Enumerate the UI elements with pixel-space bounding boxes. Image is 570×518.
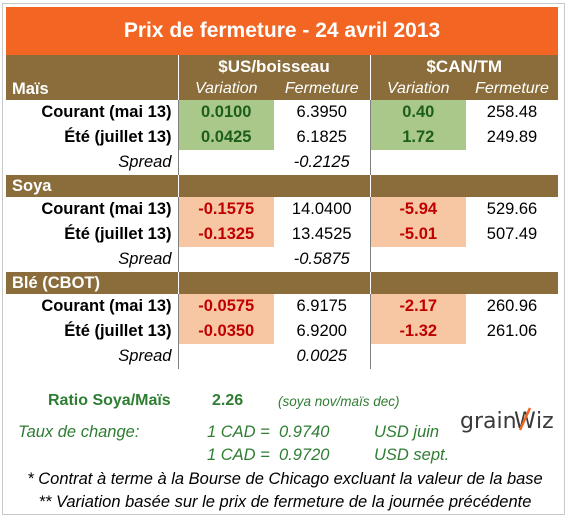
cad-unit-header: $CAN/TM (369, 55, 558, 78)
contract-label: Été (juillet 13) (64, 225, 172, 243)
usd-unit-header: $US/boisseau (177, 55, 370, 78)
spread-value: -0.2125 (293, 153, 350, 171)
grainwiz-logo: grain W iz (460, 407, 554, 434)
spread-label: Spread (118, 250, 172, 268)
empty-cell (274, 272, 370, 294)
table-row: Été (juillet 13) -0.0350 6.9200 -1.32 26… (6, 319, 558, 344)
exchange-unit-sept: USD sept. (374, 446, 450, 464)
table-row: Été (juillet 13) -0.1325 13.4525 -5.01 5… (6, 222, 558, 247)
section-header-row: Maïs Variation Fermeture Variation Ferme… (6, 78, 558, 100)
empty-cell (177, 247, 274, 272)
usd-close-cell: 6.9200 (296, 322, 347, 340)
empty-cell (466, 344, 558, 369)
cad-variation-header: Variation (369, 78, 466, 100)
cad-variation-cell: -5.94 (369, 197, 466, 222)
empty-cell (177, 150, 274, 175)
spread-label: Spread (118, 153, 172, 171)
logo-text-left: grain (460, 409, 517, 434)
contract-label: Courant (mai 13) (41, 297, 172, 315)
prices-table: $US/boisseau $CAN/TM Maïs Variation Ferm… (6, 55, 558, 369)
contract-label: Courant (mai 13) (41, 103, 172, 121)
spread-value: 0.0025 (296, 347, 347, 365)
empty-cell (369, 344, 466, 369)
cad-close-cell: 260.96 (486, 297, 538, 315)
usd-close-cell: 6.1825 (296, 128, 347, 146)
usd-close-cell: 14.0400 (291, 200, 352, 218)
empty-cell (177, 175, 274, 197)
cad-close-cell: 261.06 (486, 322, 538, 340)
page-title: Prix de fermeture - 24 avril 2013 (6, 7, 558, 55)
contract-label: Été (juillet 13) (64, 322, 172, 340)
spread-value: -0.5875 (293, 250, 350, 268)
logo-accent-stroke (518, 407, 532, 431)
empty-cell (369, 247, 466, 272)
empty-cell (177, 344, 274, 369)
table-row: Courant (mai 13) -0.0575 6.9175 -2.17 26… (6, 294, 558, 319)
footnote-contract: * Contrat à terme à la Bourse de Chicago… (27, 470, 543, 488)
section-header-row: Soya (6, 175, 558, 197)
cad-variation-cell: -2.17 (369, 294, 466, 319)
logo-text-right: iz (536, 409, 554, 434)
usd-variation-cell: -0.0575 (177, 294, 274, 319)
cad-close-cell: 258.48 (486, 103, 538, 121)
empty-cell (466, 247, 558, 272)
section-name: Maïs (6, 78, 178, 100)
exchange-rate-sept: 1 CAD = 0.9720 (207, 446, 330, 464)
section-header-row: Blé (CBOT) (6, 272, 558, 294)
cad-variation-cell: 0.40 (369, 100, 466, 125)
empty-cell (274, 175, 370, 197)
usd-close-cell: 13.4525 (291, 225, 352, 243)
exchange-rate-june: 1 CAD = 0.9740 (207, 423, 330, 441)
ratio-value: 2.26 (212, 392, 244, 409)
usd-variation-cell: -0.0350 (177, 319, 274, 344)
spread-label: Spread (118, 347, 172, 365)
panel-frame (2, 3, 565, 515)
cad-close-cell: 529.66 (486, 200, 538, 218)
usd-variation-cell: -0.1325 (177, 222, 274, 247)
spread-row: Spread 0.0025 (6, 344, 558, 369)
logo-w-mark: W (514, 407, 536, 434)
empty-cell (466, 272, 558, 294)
empty-cell (466, 150, 558, 175)
table-row: Courant (mai 13) -0.1575 14.0400 -5.94 5… (6, 197, 558, 222)
contract-label: Courant (mai 13) (41, 200, 172, 218)
exchange-unit-june: USD juin (374, 423, 440, 441)
cad-close-cell: 249.89 (486, 128, 538, 146)
section-name: Soya (6, 175, 178, 197)
units-header-row: $US/boisseau $CAN/TM (6, 55, 558, 78)
table-row: Courant (mai 13) 0.0100 6.3950 0.40 258.… (6, 100, 558, 125)
empty-cell (466, 175, 558, 197)
empty-cell (369, 175, 466, 197)
empty-cell (177, 272, 274, 294)
table-row: Été (juillet 13) 0.0425 6.1825 1.72 249.… (6, 125, 558, 150)
cad-variation-cell: 1.72 (369, 125, 466, 150)
empty-cell (369, 150, 466, 175)
exchange-label: Taux de change: (18, 423, 140, 441)
usd-variation-cell: 0.0425 (177, 125, 274, 150)
cad-fermeture-header: Fermeture (466, 78, 558, 100)
section-name: Blé (CBOT) (6, 272, 178, 294)
ratio-label: Ratio Soya/Maïs (48, 392, 171, 409)
usd-close-cell: 6.3950 (296, 103, 347, 121)
usd-variation-cell: -0.1575 (177, 197, 274, 222)
contract-label: Été (juillet 13) (64, 128, 172, 146)
spread-row: Spread -0.5875 (6, 247, 558, 272)
usd-fermeture-header: Fermeture (274, 78, 370, 100)
cad-variation-cell: -5.01 (369, 222, 466, 247)
footnote-variation: ** Variation basée sur le prix de fermet… (38, 493, 532, 511)
spread-row: Spread -0.2125 (6, 150, 558, 175)
empty-cell (369, 272, 466, 294)
usd-variation-header: Variation (177, 78, 274, 100)
usd-variation-cell: 0.0100 (177, 100, 274, 125)
corner-cell (6, 55, 178, 78)
ratio-note: (soya nov/maïs dec) (278, 394, 400, 409)
cad-variation-cell: -1.32 (369, 319, 466, 344)
usd-close-cell: 6.9175 (296, 297, 347, 315)
cad-close-cell: 507.49 (486, 225, 538, 243)
